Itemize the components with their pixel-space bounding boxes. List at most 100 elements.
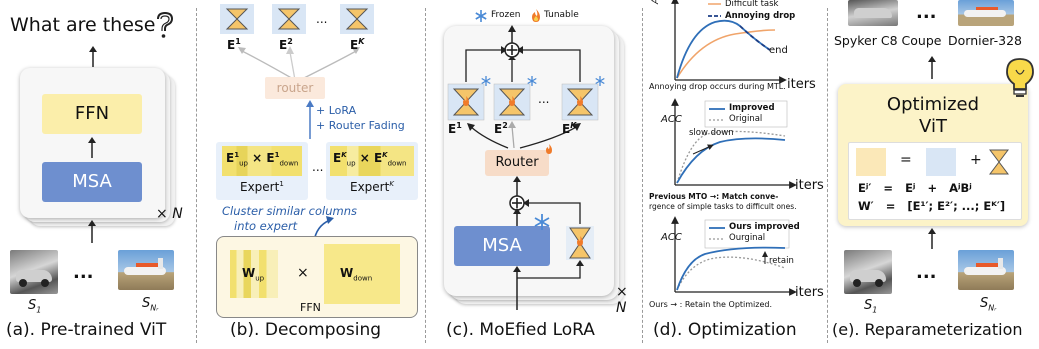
separator [827, 8, 828, 343]
merged-weight-block [856, 148, 886, 176]
panel-c: Frozen Tunable [428, 0, 638, 349]
separator [196, 8, 197, 343]
chart2-note-2: rgence of simple tasks to difficult ones… [649, 202, 797, 211]
ellipsis: ... [312, 160, 324, 174]
router-box: router [265, 77, 325, 99]
reparam-row-1: Eʲ′ = Eʲ + AʲBʲ [858, 181, 972, 195]
chart3-acc: ACC [661, 232, 682, 243]
chart3-legend-2: Ourginal [729, 233, 766, 243]
chart1-orange-line [676, 29, 776, 79]
w-up-matrix [230, 250, 278, 298]
caption-e: (e). Reparameterization [832, 320, 1023, 339]
reparam-row-2: W′ = [E¹′; E²′; ...; Eᴷ′] [858, 199, 1006, 213]
panel-d: ACC Difficult task Annoying drop end Ann… [645, 0, 825, 349]
expert-block-1 [222, 146, 302, 176]
lightbulb-icon [1006, 58, 1034, 97]
chart1-note: Annoying drop occurs during MTL. [649, 82, 786, 91]
sample-label-sn: SNᵣ [142, 296, 159, 313]
expert-label-ek: EK [350, 37, 365, 52]
msa-box: MSA [42, 162, 142, 202]
chart1-end: end [769, 45, 788, 56]
caption-a: (a). Pre-trained ViT [6, 320, 167, 340]
lora-adapter-icon [989, 149, 1009, 175]
class-label-2: Dornier-328 [948, 33, 1022, 48]
car-image-1 [10, 250, 58, 294]
snowflake-icon [475, 10, 487, 22]
chart3-original [676, 256, 786, 291]
expert-label-e1: E1 [227, 37, 241, 52]
sample-label-s1: S1 [864, 298, 878, 315]
cluster-text-1: Cluster similar columns [222, 204, 358, 218]
car-image-top [848, 0, 898, 26]
ffn-box: FFN [42, 94, 142, 134]
lora-text: + LoRA [316, 104, 357, 117]
caption-b: (b). Decomposing [230, 320, 382, 340]
optimized-title-2: ViT [919, 116, 947, 137]
plane-image-top [958, 0, 1014, 26]
panel-a: What are these FFN MSA × N ... S1 SNᵣ (a… [0, 0, 185, 349]
chart1-acc: ACC [651, 0, 661, 4]
separator [425, 8, 426, 343]
w-down-matrix [324, 244, 400, 304]
question-text: What are these [10, 14, 156, 36]
expert-block-k [330, 146, 414, 176]
chart2-legend-2: Original [729, 114, 763, 124]
chart3-note: Ours → : Retain the Optimized. [649, 300, 773, 309]
separator [642, 8, 643, 343]
times-sign: × [297, 265, 309, 281]
plane-image-bottom [958, 250, 1014, 290]
caption-c: (c). MoEfied LoRA [446, 320, 595, 340]
ffn-label: FFN [300, 301, 321, 314]
ellipsis: ... [73, 262, 94, 283]
chart2-acc: ACC [661, 114, 682, 125]
msa-label: MSA [482, 235, 522, 256]
expert-label-e1: E1 [448, 121, 462, 136]
frozen-label: Frozen [491, 10, 521, 20]
chart2-original [676, 130, 786, 184]
plane-image [118, 250, 174, 290]
frozen-weight-block [926, 148, 956, 176]
expert-label-e2: E2 [279, 37, 293, 52]
w-up-label: Wup [242, 266, 265, 283]
chart3-retain: retain [769, 256, 794, 266]
expert-label-e2: E2 [494, 121, 508, 136]
arrow-up-icon [89, 46, 97, 67]
panel-b: E1 E2 ... EK router + LoRA + Router Fadi… [200, 0, 420, 349]
arrow-up-icon [928, 228, 936, 249]
chart2-slow: slow down [689, 128, 734, 138]
chart2-legend-1: Improved [729, 103, 775, 113]
optimized-title-1: Optimized [886, 94, 980, 115]
fire-icon [532, 9, 540, 22]
question-mark-icon [157, 11, 174, 38]
router-label: Router [495, 155, 539, 170]
sample-label-s1: S1 [28, 298, 42, 315]
arrow-up-icon [88, 137, 96, 158]
sample-label-sn: SNᵣ [980, 296, 997, 313]
arrow-up-icon [88, 220, 96, 243]
chart1-iters: iters [787, 77, 816, 92]
arrow-up-icon [928, 56, 936, 79]
chart3-iters: iters [795, 285, 824, 300]
w-down-label: Wdown [340, 266, 373, 283]
expert-name-1: Expert1 [240, 180, 284, 194]
router-fading-text: + Router Fading [316, 119, 405, 132]
chart3-legend-1: Ours improved [729, 222, 800, 232]
class-label-1: Spyker C8 Coupe [834, 33, 942, 48]
ellipsis: ... [916, 2, 937, 23]
repeat-n-label: × N [616, 284, 628, 316]
expert-formula-k: EKup × EKdown [333, 151, 407, 168]
arrow-up-icon [306, 100, 314, 139]
eq-sign: = [900, 152, 912, 168]
optimization-charts [671, 0, 797, 296]
expert-label-ek: EK [562, 121, 577, 136]
moe-diagram [447, 25, 605, 310]
expert-name-k: ExpertK [350, 180, 394, 194]
expert-formula-1: E1up × E1down [226, 151, 299, 168]
plus-sign: + [970, 152, 982, 168]
ellipsis: ... [538, 92, 550, 106]
chart1-legend-2: Annoying drop [725, 11, 796, 21]
repeat-n-label: × N [156, 206, 183, 222]
ellipsis: ... [316, 12, 328, 26]
chart2-note-1: Previous MTO →: Match conve- [649, 192, 779, 201]
cluster-text-2: into expert [234, 219, 298, 233]
